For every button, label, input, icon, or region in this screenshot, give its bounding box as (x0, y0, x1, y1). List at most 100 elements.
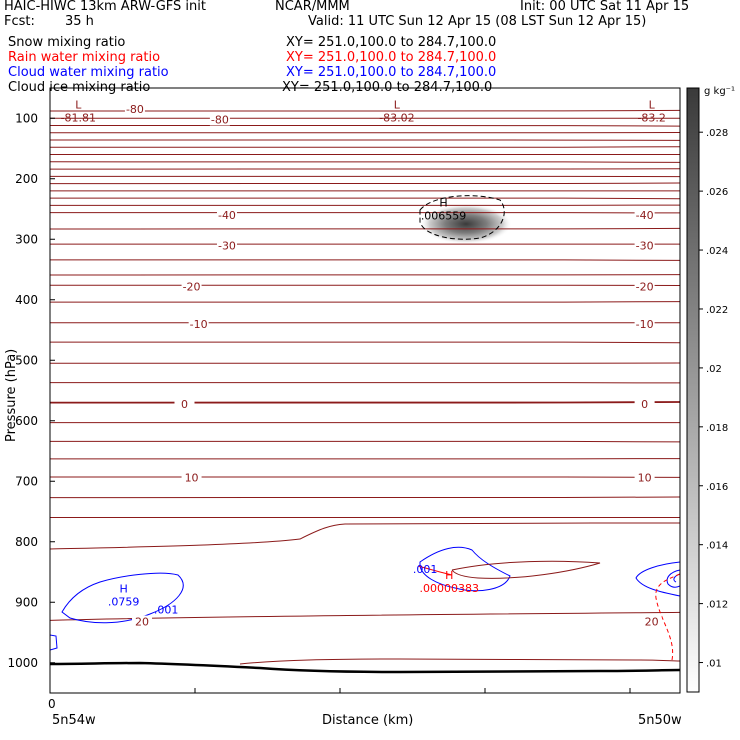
field-rain-xy: XY= 251.0,100.0 to 284.7,100.0 (286, 50, 497, 65)
temperature-isoline (50, 401, 680, 404)
extremum-mark: H (445, 569, 453, 582)
temperature-isoline (50, 301, 680, 303)
y-tick-label: 700 (15, 474, 38, 488)
colorbar-tick-label: .014 (706, 541, 728, 552)
x-axis-label: Distance (km) (322, 713, 413, 728)
rain-contour-right (655, 573, 680, 661)
temperature-isoline (50, 341, 680, 344)
extremum-mark: L (75, 98, 82, 111)
label-knockout (634, 471, 655, 484)
colorbar-unit: g kg⁻¹ (704, 86, 735, 97)
label-knockout (634, 317, 655, 330)
label-knockout (634, 209, 655, 222)
label-knockout (216, 209, 237, 222)
colorbar-tick-label: .018 (706, 423, 728, 434)
plot-frame (49, 87, 681, 694)
cloud-water-contour-center (419, 546, 511, 592)
y-axis-label: Pressure (hPa) (4, 349, 19, 442)
y-tick-label: 100 (15, 111, 38, 125)
colorbar-tick-label: .01 (706, 659, 722, 670)
temperature-isolines (50, 109, 680, 621)
temperature-closed-contour (451, 560, 601, 579)
temperature-isoline (50, 440, 680, 443)
temperature-label: 10 (185, 472, 199, 485)
temperature-isoline (50, 109, 680, 112)
label-knockout (132, 615, 153, 628)
init-time: Init: 00 UTC Sat 11 Apr 15 (520, 0, 690, 14)
near-surface-isoline (239, 658, 680, 665)
colorbar-tick-label: .02 (706, 364, 722, 375)
snow-contour (419, 195, 505, 240)
cloud-water-contour-right (635, 561, 680, 597)
temperature-isoline (50, 259, 680, 261)
y-tick-label: 900 (15, 595, 38, 609)
colorbar-tick-label: .022 (706, 305, 728, 316)
temperature-label: 0 (641, 398, 648, 411)
temperature-label: -10 (636, 318, 654, 331)
plot-area: -80 -80 -40 -40 -30 -30 -20 -20 -10 -10 0 0 10 10 20 20… (50, 98, 680, 674)
cloud-water-contour-left (61, 572, 184, 624)
label-knockout (634, 280, 655, 293)
rain-contour-center (417, 565, 453, 576)
extremum-value: .0759 (108, 595, 140, 608)
temperature-label: -40 (636, 209, 654, 222)
temperature-isoline (50, 161, 680, 163)
extremum-mark: L (649, 98, 656, 111)
y-tick-label: 200 (15, 172, 38, 186)
y-tick-label: 300 (15, 232, 38, 246)
contour-value-labels: .001 .001 (154, 563, 438, 617)
temperature-isoline (50, 227, 680, 230)
y-tick-label: 800 (15, 535, 38, 549)
cloud-water-contour-left-edge (50, 634, 58, 651)
colorbar-tick-label: .012 (706, 600, 728, 611)
label-knockout (209, 113, 230, 126)
temperature-label: -80 (211, 113, 229, 126)
x-axis: 0 5n54w 5n50w Distance (km) (48, 688, 682, 728)
label-knockout (216, 239, 237, 252)
temperature-label: 20 (645, 616, 659, 629)
extrema-labels: L-81.81L-83.02L-83.2H.006559H.0759H.0000… (61, 98, 666, 608)
temperature-isoline (50, 496, 680, 499)
colorbar-fill (686, 87, 700, 693)
temperature-isoline (50, 146, 680, 148)
label-knockout (634, 239, 655, 252)
surface-pressure-line (50, 661, 680, 674)
x-right-label: 5n50w (638, 713, 682, 728)
extremum-mark: L (394, 98, 401, 111)
y-axis: 100 200 300 400 500 600 700 800 900 1000 (7, 111, 55, 670)
label-knockout (181, 471, 202, 484)
temperature-label: -20 (636, 280, 654, 293)
temperature-label: -30 (218, 239, 236, 252)
temperature-label: 10 (638, 472, 652, 485)
x-tick-label: 0 (48, 697, 56, 711)
temperature-label: -30 (636, 239, 654, 252)
chart-title: HAIC-HIWC 13km ARW-GFS init (4, 0, 206, 14)
temperature-label: 0 (181, 398, 188, 411)
temperature-label: -10 (190, 318, 208, 331)
field-snow-xy: XY= 251.0,100.0 to 284.7,100.0 (286, 35, 497, 50)
y-tick-label: 400 (15, 293, 38, 307)
field-rain-label: Rain water mixing ratio (8, 50, 161, 65)
x-left-label: 5n54w (52, 713, 96, 728)
temperature-labels: -80 -80 -40 -40 -30 -30 -20 -20 -10 -10 0 0 10 10 20 20 (124, 103, 662, 629)
valid-time: Valid: 11 UTC Sun 12 Apr 15 (08 LST Sun … (308, 14, 647, 29)
temperature-label: -20 (183, 280, 201, 293)
colorbar: .01 .012 .014 .016 .018 .02 .022 .024 .026 .028 g… (686, 86, 735, 693)
temperature-label: -40 (218, 209, 236, 222)
extremum-mark: H (439, 196, 447, 209)
field-cloudwater-label: Cloud water mixing ratio (8, 65, 169, 80)
temperature-isoline (50, 124, 680, 127)
label-knockout (181, 280, 202, 293)
field-snow-label: Snow mixing ratio (8, 35, 126, 50)
colorbar-tick-label: .028 (706, 128, 728, 139)
extremum-value: .006559 (421, 209, 467, 222)
temperature-isoline (50, 611, 680, 621)
contour-label: .001 (413, 563, 438, 576)
label-knockout (641, 615, 662, 628)
forecast-value: 35 h (65, 14, 94, 29)
temperature-label: -80 (126, 103, 144, 116)
y-tick-label: 500 (15, 353, 38, 367)
forecast-label: Fcst: (4, 14, 35, 29)
y-tick-label: 1000 (7, 656, 38, 670)
